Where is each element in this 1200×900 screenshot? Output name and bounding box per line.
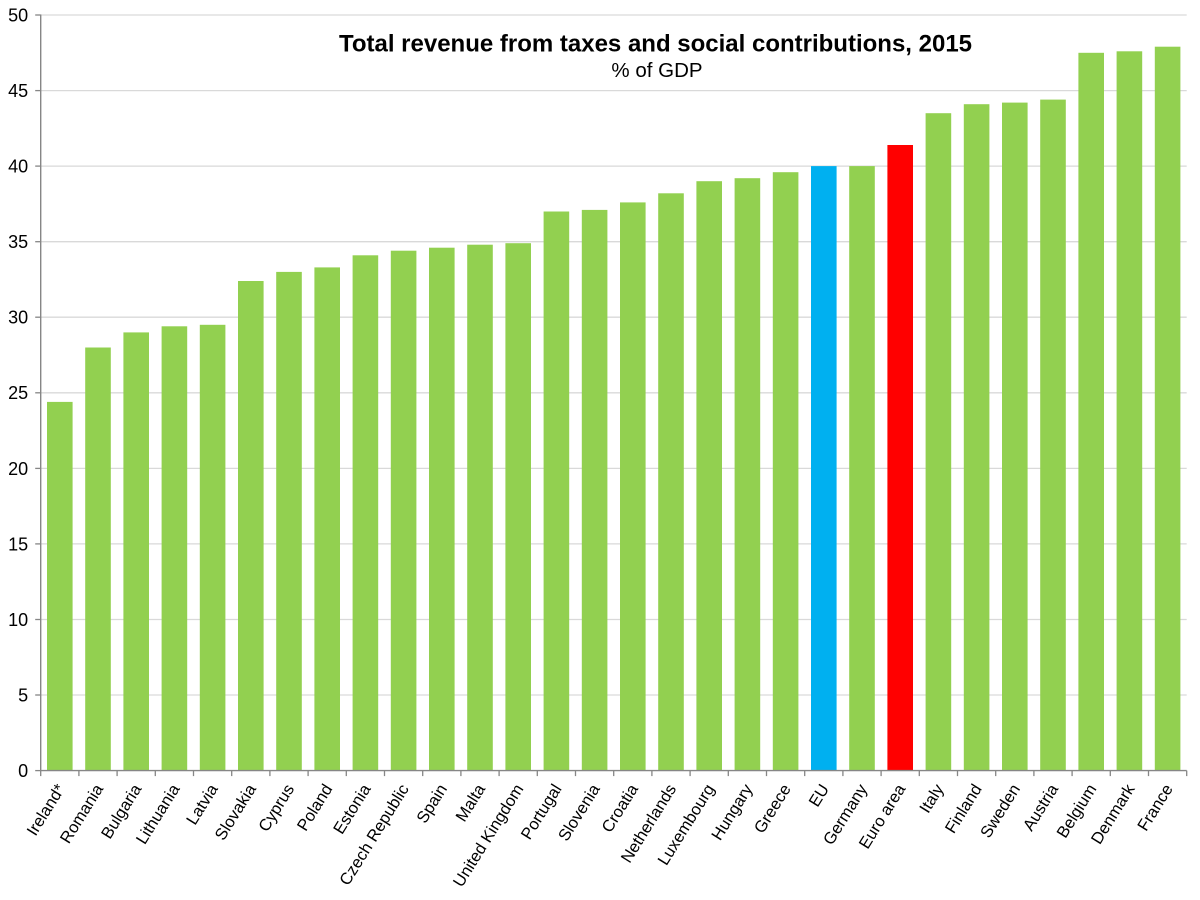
svg-text:Total revenue from taxes and s: Total revenue from taxes and social cont… — [339, 31, 972, 58]
svg-text:35: 35 — [8, 232, 28, 252]
svg-text:50: 50 — [8, 5, 28, 25]
svg-text:25: 25 — [8, 383, 28, 403]
svg-text:5: 5 — [18, 685, 28, 705]
svg-text:0: 0 — [18, 761, 28, 781]
svg-text:15: 15 — [8, 534, 28, 554]
svg-text:20: 20 — [8, 459, 28, 479]
svg-text:10: 10 — [8, 610, 28, 630]
svg-text:30: 30 — [8, 308, 28, 328]
svg-text:45: 45 — [8, 81, 28, 101]
svg-text:40: 40 — [8, 157, 28, 177]
svg-text:% of GDP: % of GDP — [611, 59, 702, 82]
